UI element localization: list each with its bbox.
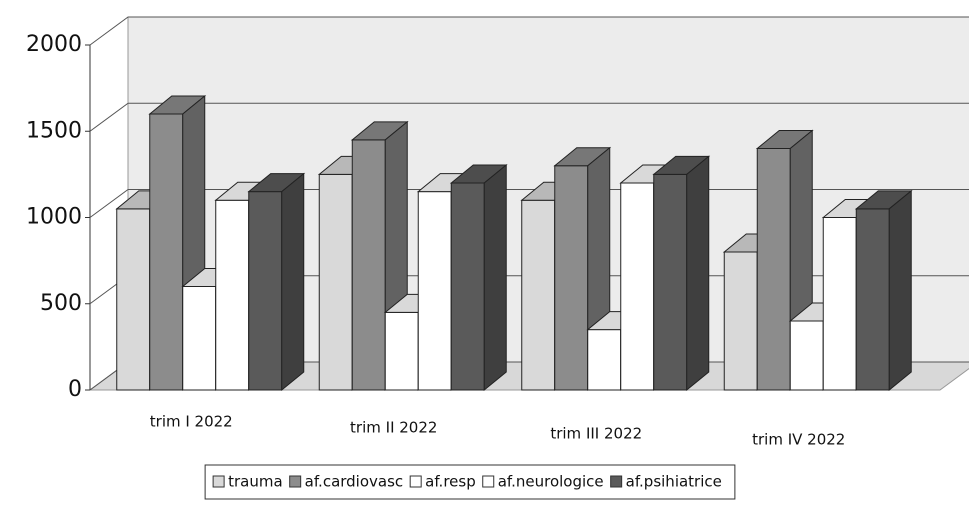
x-tick-label: trim I 2022 — [150, 413, 233, 431]
bar-side — [483, 163, 507, 392]
legend-swatch — [289, 475, 302, 488]
bar — [215, 199, 250, 391]
bar — [822, 217, 857, 391]
y-tick-label: 1000 — [26, 205, 82, 230]
bar — [248, 191, 283, 391]
y-tick-label: 1500 — [26, 118, 82, 143]
y-tick-label: 500 — [40, 291, 82, 316]
bar-side — [888, 189, 912, 392]
bar — [587, 329, 622, 391]
legend-label: af.neurologice — [498, 473, 604, 491]
bar — [417, 191, 452, 391]
bar — [384, 311, 419, 391]
legend-swatch — [212, 475, 225, 488]
legend-box — [204, 464, 736, 500]
bar-side — [281, 172, 305, 392]
bar — [554, 165, 589, 391]
grid-diag — [89, 16, 129, 46]
bar — [149, 113, 184, 391]
bar-side — [686, 155, 710, 392]
y-tick-label: 2000 — [26, 32, 82, 57]
bar — [116, 208, 151, 391]
x-tick-label: trim IV 2022 — [752, 431, 845, 449]
bar — [789, 320, 824, 391]
legend-label: trauma — [228, 473, 283, 491]
bar — [653, 173, 688, 391]
bar — [450, 182, 485, 391]
bar — [182, 286, 217, 391]
legend-label: af.psihiatrice — [626, 473, 722, 491]
bar — [351, 139, 386, 391]
bar — [756, 148, 791, 391]
legend: trauma af.cardiovasc af.resp af.neurologice… — [204, 464, 736, 500]
x-tick-label: trim III 2022 — [550, 425, 642, 443]
grid-diag — [89, 189, 129, 218]
legend-label: af.resp — [425, 473, 476, 491]
bar — [318, 173, 353, 391]
y-tick-label: 0 — [68, 377, 82, 402]
legend-swatch — [610, 475, 623, 488]
legend-label: af.cardiovasc — [305, 473, 404, 491]
bar — [521, 199, 556, 391]
bar — [620, 182, 655, 391]
bar — [855, 208, 890, 391]
legend-swatch — [409, 475, 422, 488]
bar — [723, 251, 758, 391]
legend-swatch — [482, 475, 495, 488]
x-tick-label: trim II 2022 — [350, 419, 437, 437]
grid-diag — [89, 102, 129, 132]
